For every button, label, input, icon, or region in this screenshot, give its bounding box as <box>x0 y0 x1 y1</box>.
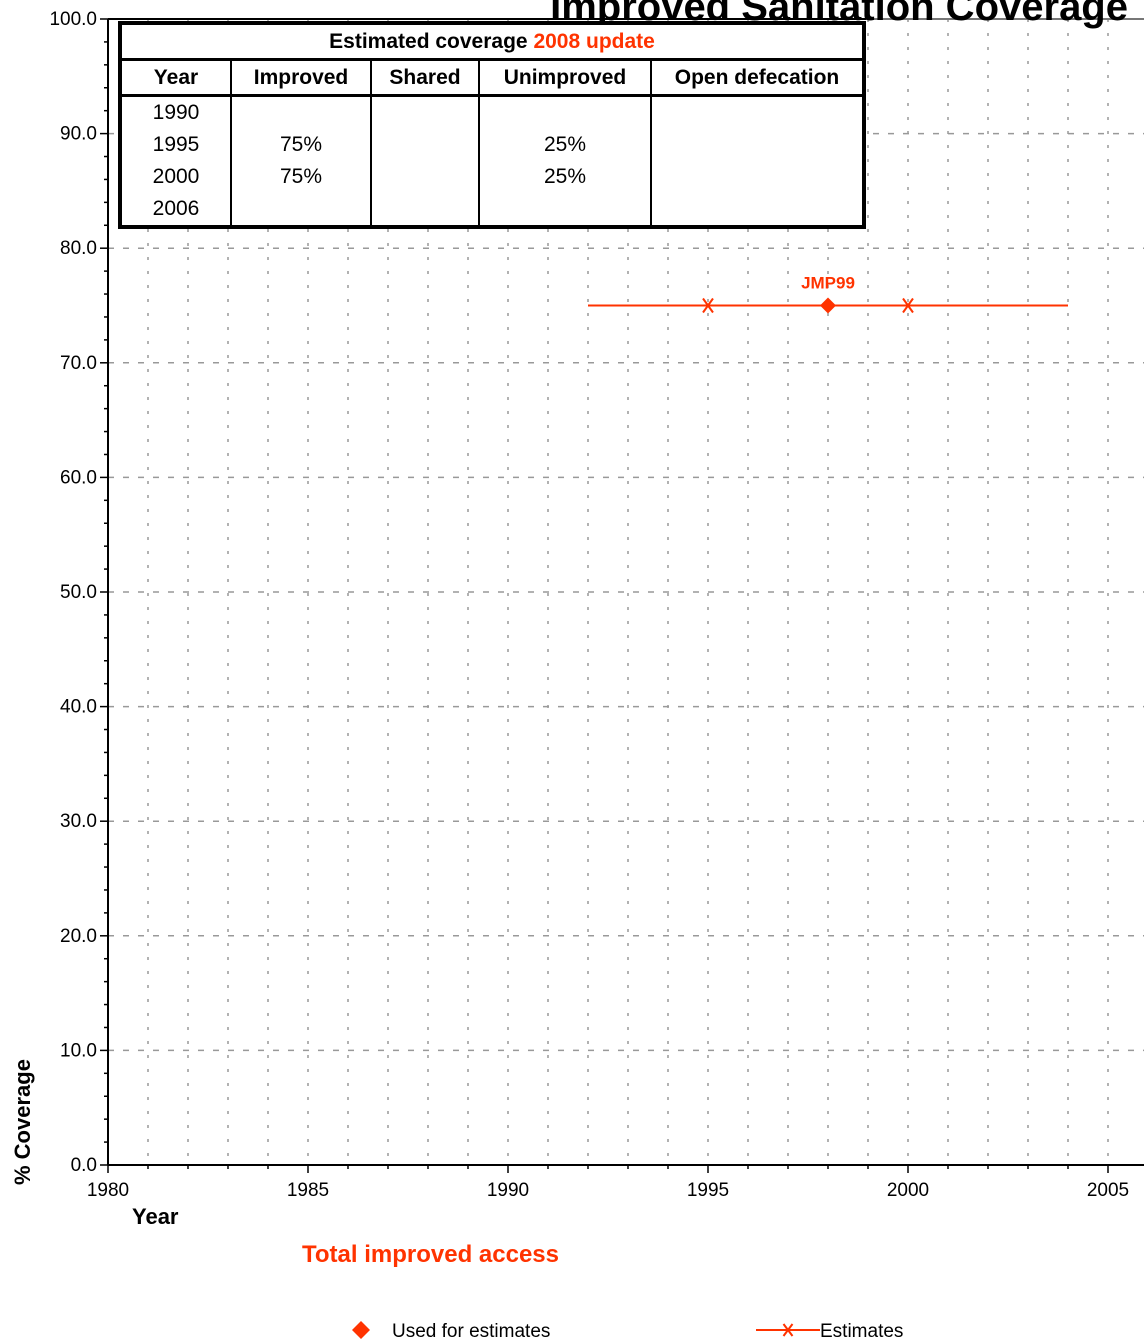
x-tick-label: 2005 <box>1087 1180 1129 1201</box>
col-header-open-defecation: Open defecation <box>650 58 865 97</box>
cell-shared <box>370 161 480 193</box>
y-tick-label: 40.0 <box>60 697 97 718</box>
y-tick-label: 0.0 <box>71 1155 97 1176</box>
col-header-improved: Improved <box>230 58 372 97</box>
cell-unimproved <box>478 95 652 129</box>
x-tick-label: 2000 <box>887 1180 929 1201</box>
x-axis-title: Year <box>132 1204 179 1229</box>
cell-improved <box>230 193 372 227</box>
series-subtitle: Total improved access <box>302 1241 559 1268</box>
x-tick-label: 1985 <box>287 1180 329 1201</box>
axes <box>100 18 1144 1173</box>
col-header-shared: Shared <box>370 58 480 97</box>
legend-used-for-estimates: Used for estimates <box>392 1321 550 1342</box>
y-tick-label: 100.0 <box>49 9 97 30</box>
estimate-asterisk-marker <box>701 297 715 314</box>
table-row: 2006 <box>119 193 865 227</box>
table-row: 1990 <box>119 95 865 129</box>
cell-year: 2000 <box>119 161 232 193</box>
cell-shared <box>370 95 480 129</box>
cell-open-defecation <box>650 95 865 129</box>
cell-year: 1990 <box>119 95 232 129</box>
cell-improved <box>230 95 372 129</box>
x-tick-label: 1990 <box>487 1180 529 1201</box>
y-tick-label: 20.0 <box>60 926 97 947</box>
cell-open-defecation <box>650 129 865 161</box>
y-tick-label: 90.0 <box>60 124 97 145</box>
table-row: 1995 75% 25% <box>119 129 865 161</box>
estimate-asterisk-marker <box>901 297 915 314</box>
y-tick-label: 10.0 <box>60 1040 97 1061</box>
legend-asterisk-marker <box>782 1323 794 1337</box>
table-title: Estimated coverage 2008 update <box>119 22 865 61</box>
y-axis-title: % Coverage <box>10 1059 35 1185</box>
survey-label: JMP99 <box>801 274 855 293</box>
legend-estimates: Estimates <box>820 1321 903 1342</box>
grid-lines <box>108 19 1144 1165</box>
plot-area: JMP99 <box>588 274 1068 314</box>
y-tick-label: 30.0 <box>60 811 97 832</box>
col-header-unimproved: Unimproved <box>478 58 652 97</box>
cell-shared <box>370 129 480 161</box>
x-tick-label: 1995 <box>687 1180 729 1201</box>
cell-improved: 75% <box>230 161 372 193</box>
y-tick-label: 80.0 <box>60 238 97 259</box>
cell-unimproved: 25% <box>478 129 652 161</box>
cell-unimproved: 25% <box>478 161 652 193</box>
tick-labels: 0.0 10.0 20.0 30.0 40.0 50.0 60.0 70.0 80.0 90.0 1… <box>49 9 1129 1201</box>
cell-unimproved <box>478 193 652 227</box>
col-header-year: Year <box>119 58 232 97</box>
x-tick-label: 1980 <box>87 1180 129 1201</box>
cell-year: 2006 <box>119 193 232 227</box>
table-title-highlight: 2008 update <box>533 29 655 53</box>
coverage-table: Estimated coverage 2008 update Year Impr… <box>118 21 866 229</box>
cell-open-defecation <box>650 161 865 193</box>
y-tick-label: 50.0 <box>60 582 97 603</box>
legend-diamond-marker <box>352 1321 370 1339</box>
cell-open-defecation <box>650 193 865 227</box>
cell-improved: 75% <box>230 129 372 161</box>
cell-year: 1995 <box>119 129 232 161</box>
y-tick-label: 60.0 <box>60 467 97 488</box>
legend: Used for estimates Estimates <box>352 1321 903 1342</box>
y-tick-label: 70.0 <box>60 353 97 374</box>
cell-shared <box>370 193 480 227</box>
table-row: 2000 75% 25% <box>119 161 865 193</box>
survey-diamond-marker <box>820 297 836 314</box>
